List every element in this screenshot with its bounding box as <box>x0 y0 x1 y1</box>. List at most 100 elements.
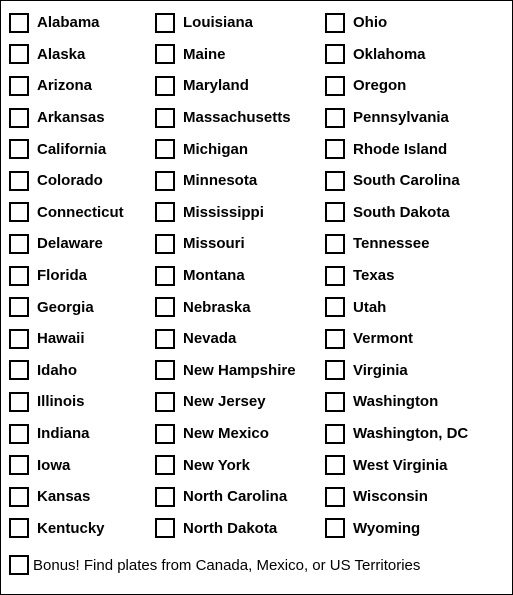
checkbox[interactable] <box>155 266 175 286</box>
list-item: New Jersey <box>155 386 325 418</box>
checkbox[interactable] <box>325 424 345 444</box>
checkbox[interactable] <box>325 171 345 191</box>
state-label: Montana <box>183 267 245 284</box>
column-0: Alabama Alaska Arizona Arkansas Californ… <box>9 7 155 545</box>
list-item: Delaware <box>9 228 155 260</box>
state-label: Colorado <box>37 172 103 189</box>
state-label: Iowa <box>37 457 70 474</box>
checkbox[interactable] <box>325 139 345 159</box>
checkbox[interactable] <box>155 202 175 222</box>
checkbox[interactable] <box>325 108 345 128</box>
checkbox[interactable] <box>325 455 345 475</box>
checkbox[interactable] <box>9 234 29 254</box>
list-item: Minnesota <box>155 165 325 197</box>
checkbox[interactable] <box>325 518 345 538</box>
list-item: Vermont <box>325 323 503 355</box>
checkbox[interactable] <box>9 487 29 507</box>
list-item: Rhode Island <box>325 133 503 165</box>
checkbox[interactable] <box>9 76 29 96</box>
list-item: Montana <box>155 260 325 292</box>
state-label: Connecticut <box>37 204 124 221</box>
state-label: Maryland <box>183 77 249 94</box>
checkbox[interactable] <box>325 487 345 507</box>
checkbox[interactable] <box>155 13 175 33</box>
checkbox[interactable] <box>325 360 345 380</box>
checkbox[interactable] <box>155 518 175 538</box>
state-label: Nevada <box>183 330 236 347</box>
checkbox[interactable] <box>325 202 345 222</box>
list-item: Connecticut <box>9 197 155 229</box>
list-item: Missouri <box>155 228 325 260</box>
checkbox[interactable] <box>9 424 29 444</box>
checkbox[interactable] <box>155 424 175 444</box>
state-label: North Dakota <box>183 520 277 537</box>
checkbox[interactable] <box>325 329 345 349</box>
checkbox[interactable] <box>9 202 29 222</box>
checkbox[interactable] <box>9 266 29 286</box>
list-item: Hawaii <box>9 323 155 355</box>
checkbox[interactable] <box>9 392 29 412</box>
state-label: North Carolina <box>183 488 287 505</box>
state-label: Arkansas <box>37 109 105 126</box>
state-label: South Dakota <box>353 204 450 221</box>
checkbox[interactable] <box>9 555 29 575</box>
checkbox[interactable] <box>155 234 175 254</box>
state-label: Pennsylvania <box>353 109 449 126</box>
checkbox[interactable] <box>155 139 175 159</box>
state-label: Washington <box>353 393 438 410</box>
checkbox[interactable] <box>9 297 29 317</box>
column-1: Louisiana Maine Maryland Massachusetts M… <box>155 7 325 545</box>
checkbox[interactable] <box>155 392 175 412</box>
checkbox[interactable] <box>9 360 29 380</box>
checkbox[interactable] <box>9 171 29 191</box>
checkbox[interactable] <box>155 487 175 507</box>
bonus-row: Bonus! Find plates from Canada, Mexico, … <box>9 555 504 575</box>
list-item: Kansas <box>9 481 155 513</box>
checkbox[interactable] <box>155 297 175 317</box>
checkbox[interactable] <box>9 13 29 33</box>
checkbox[interactable] <box>9 455 29 475</box>
checkbox[interactable] <box>155 76 175 96</box>
list-item: Colorado <box>9 165 155 197</box>
checkbox[interactable] <box>9 108 29 128</box>
state-label: Missouri <box>183 235 245 252</box>
list-item: Massachusetts <box>155 102 325 134</box>
state-label: Kentucky <box>37 520 105 537</box>
state-label: Mississippi <box>183 204 264 221</box>
state-label: Tennessee <box>353 235 429 252</box>
checkbox[interactable] <box>325 76 345 96</box>
list-item: Georgia <box>9 291 155 323</box>
checkbox[interactable] <box>9 518 29 538</box>
checkbox[interactable] <box>325 13 345 33</box>
state-label: Kansas <box>37 488 90 505</box>
state-label: Georgia <box>37 299 94 316</box>
checkbox[interactable] <box>325 297 345 317</box>
checkbox[interactable] <box>155 329 175 349</box>
checkbox[interactable] <box>9 329 29 349</box>
checkbox[interactable] <box>155 360 175 380</box>
list-item: Oregon <box>325 70 503 102</box>
checkbox[interactable] <box>155 455 175 475</box>
list-item: West Virginia <box>325 449 503 481</box>
checkbox[interactable] <box>325 392 345 412</box>
state-label: Alabama <box>37 14 100 31</box>
list-item: Arkansas <box>9 102 155 134</box>
state-label: Arizona <box>37 77 92 94</box>
list-item: Alabama <box>9 7 155 39</box>
checkbox[interactable] <box>9 139 29 159</box>
state-label: Oklahoma <box>353 46 426 63</box>
checkbox[interactable] <box>325 234 345 254</box>
checkbox[interactable] <box>155 171 175 191</box>
list-item: Wisconsin <box>325 481 503 513</box>
list-item: New York <box>155 449 325 481</box>
checkbox[interactable] <box>325 266 345 286</box>
state-label: Wisconsin <box>353 488 428 505</box>
list-item: New Hampshire <box>155 355 325 387</box>
state-label: Minnesota <box>183 172 257 189</box>
checkbox[interactable] <box>155 108 175 128</box>
list-item: Virginia <box>325 355 503 387</box>
checkbox[interactable] <box>325 44 345 64</box>
checkbox[interactable] <box>155 44 175 64</box>
checkbox[interactable] <box>9 44 29 64</box>
state-label: New Jersey <box>183 393 266 410</box>
